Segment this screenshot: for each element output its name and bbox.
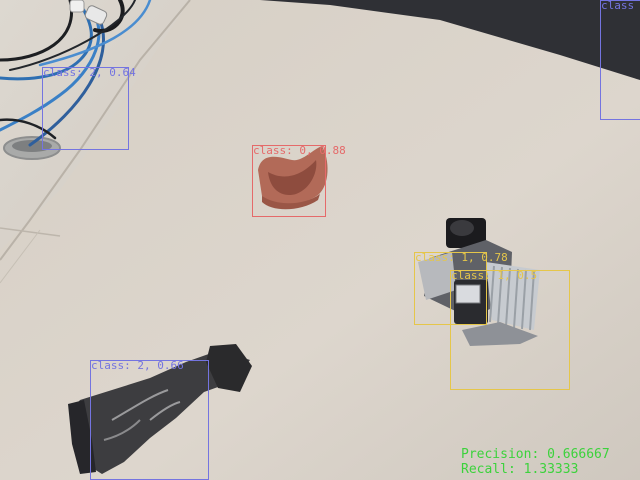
detection-label: class: 1, 0.78 [415, 251, 508, 264]
dental-model [258, 146, 328, 210]
detection-box: class: 0, 0.88 [252, 145, 346, 217]
detection-box: class: 2, 0.64 [42, 67, 136, 150]
detection-label: class [601, 0, 635, 12]
heatsink-assembly [418, 218, 540, 346]
detection-box: class [600, 0, 640, 120]
detection-label: class: 2, 0.64 [43, 66, 136, 79]
turbine-blade [68, 344, 252, 474]
usb-connector [84, 5, 108, 25]
dark-floor [260, 0, 640, 80]
precision-readout: Precision: 0.666667 [461, 447, 610, 462]
detection-box: class: 2, 0.66 [90, 360, 209, 480]
detection-box: class: 1, 0.5 [450, 270, 570, 390]
table-edge [0, 0, 191, 261]
detection-label: class: 0, 0.88 [253, 144, 346, 157]
detection-label: class: 1, 0.5 [451, 269, 538, 282]
detection-label: class: 2, 0.66 [91, 359, 184, 372]
recall-readout: Recall: 1.33333 [461, 462, 579, 477]
